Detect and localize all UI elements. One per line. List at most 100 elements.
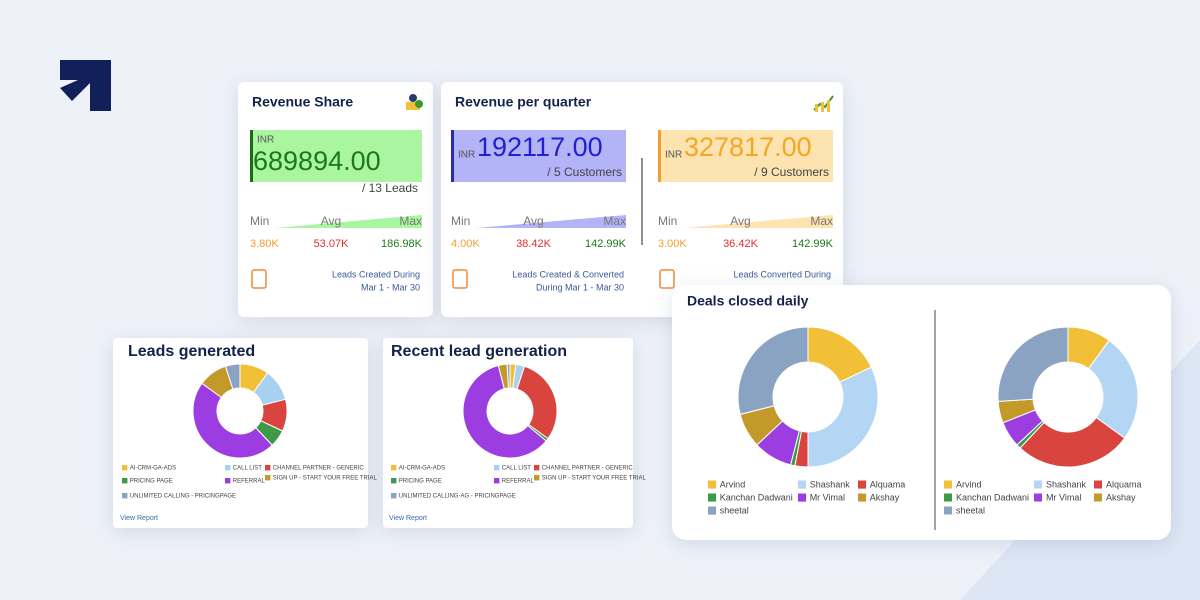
icon [452, 269, 468, 289]
legend-swatch [534, 475, 540, 481]
donut-slice [506, 363, 511, 389]
legend-swatch [944, 506, 952, 515]
legend-swatch [534, 465, 540, 471]
card-title: Recent lead generation [391, 343, 567, 360]
range-value: 38.42K [516, 238, 552, 250]
view-report-link[interactable]: View Report [389, 515, 427, 522]
range-label: Avg [730, 214, 750, 228]
card-title: Deals closed daily [687, 293, 809, 309]
amount-edge [658, 130, 661, 182]
legend-swatch [391, 478, 397, 484]
range-label: Max [399, 214, 422, 228]
legend-swatch [858, 493, 867, 502]
count: / 13 Leads [362, 181, 418, 195]
amount-box [658, 130, 833, 182]
range-value: 4.00K [451, 238, 480, 250]
icon [406, 94, 423, 110]
card-title: Revenue per quarter [455, 94, 592, 110]
legend-swatch [122, 478, 128, 484]
legend-label: Arvind [956, 479, 982, 489]
legend-swatch [265, 465, 271, 471]
donut-slice [997, 326, 1069, 402]
note: Mar 1 - Mar 30 [361, 282, 420, 292]
legend-label: Mr Vimal [810, 492, 845, 502]
legend-swatch [708, 506, 717, 515]
currency: INR [458, 150, 475, 161]
range-wedge [476, 215, 626, 228]
legend-label: Kanchan Dadwani [956, 492, 1029, 502]
legend-label: REFERRAL [233, 479, 266, 485]
legend-label: AI-CRM-GA-ADS [399, 466, 445, 472]
donut-slice [1019, 416, 1126, 468]
amount-edge [451, 130, 454, 182]
currency: INR [665, 150, 682, 161]
note: Leads Created During [332, 269, 420, 279]
legend-swatch [265, 475, 271, 481]
legend-label: SIGN UP - START YOUR FREE TRIAL [542, 476, 647, 482]
range-value: 53.07K [314, 238, 350, 250]
range-value: 142.99K [585, 238, 627, 250]
icon [659, 269, 675, 289]
legend-swatch [1034, 493, 1042, 502]
card-title: Revenue Share [252, 94, 353, 110]
legend-label: Arvind [720, 479, 746, 489]
logo [60, 60, 111, 111]
range-value: 142.99K [792, 238, 834, 250]
legend-label: UNLIMITED CALLING-AG - PRICINGPAGE [399, 494, 516, 500]
legend-label: CALL LIST [233, 466, 262, 472]
legend-label: sheetal [720, 505, 749, 515]
legend-label: Alquama [1106, 479, 1142, 489]
legend-swatch [1094, 480, 1102, 489]
note: During Mar 1 - Mar 30 [536, 282, 624, 292]
legend-label: SIGN UP - START YOUR FREE TRIAL [273, 476, 378, 482]
legend-swatch [1034, 480, 1042, 489]
legend-label: CHANNEL PARTNER - GENERIC [273, 466, 365, 472]
range-label: Max [603, 214, 626, 228]
legend-label: Kanchan Dadwani [720, 492, 793, 502]
view-report-link[interactable]: View Report [120, 515, 158, 522]
legend-swatch [944, 493, 952, 502]
donut-slice [224, 363, 241, 390]
amount-box [250, 130, 422, 182]
legend-swatch [1094, 493, 1102, 502]
legend-swatch [798, 493, 807, 502]
legend-label: Akshay [1106, 492, 1136, 502]
legend-label: Mr Vimal [1046, 492, 1081, 502]
legend-label: AI-CRM-GA-ADS [130, 466, 176, 472]
icon [813, 95, 834, 112]
legend-label: Alquama [870, 479, 906, 489]
range-label: Min [658, 214, 677, 228]
range-value: 186.98K [381, 238, 423, 250]
legend-swatch [494, 478, 500, 484]
note: Leads Converted During [733, 269, 831, 279]
donut-slice [192, 382, 273, 459]
legend-label: CALL LIST [502, 466, 531, 472]
legend-swatch [391, 493, 397, 499]
range-wedge [275, 215, 422, 228]
card-title: Leads generated [128, 343, 255, 360]
legend-swatch [858, 480, 867, 489]
legend-label: PRICING PAGE [130, 479, 173, 485]
legend-swatch [391, 465, 397, 471]
range-value: 3.80K [250, 238, 279, 250]
amount: 192117.00 [477, 132, 603, 162]
legend-label: PRICING PAGE [399, 479, 442, 485]
legend-swatch [122, 493, 128, 499]
recent-leads-card [383, 338, 633, 528]
legend-swatch [122, 465, 128, 471]
legend-label: sheetal [956, 505, 985, 515]
range-label: Max [810, 214, 833, 228]
legend-swatch [944, 480, 952, 489]
legend-label: Shashank [810, 479, 851, 489]
range-label: Min [451, 214, 470, 228]
legend-swatch [708, 493, 717, 502]
range-value: 36.42K [723, 238, 759, 250]
donut-slice [737, 326, 809, 416]
amount-box [451, 130, 626, 182]
range-wedge [683, 215, 833, 228]
legend-swatch [225, 478, 231, 484]
icon [251, 269, 267, 289]
legend-swatch [708, 480, 717, 489]
note: Leads Created & Converted [512, 269, 624, 279]
range-label: Avg [523, 214, 543, 228]
